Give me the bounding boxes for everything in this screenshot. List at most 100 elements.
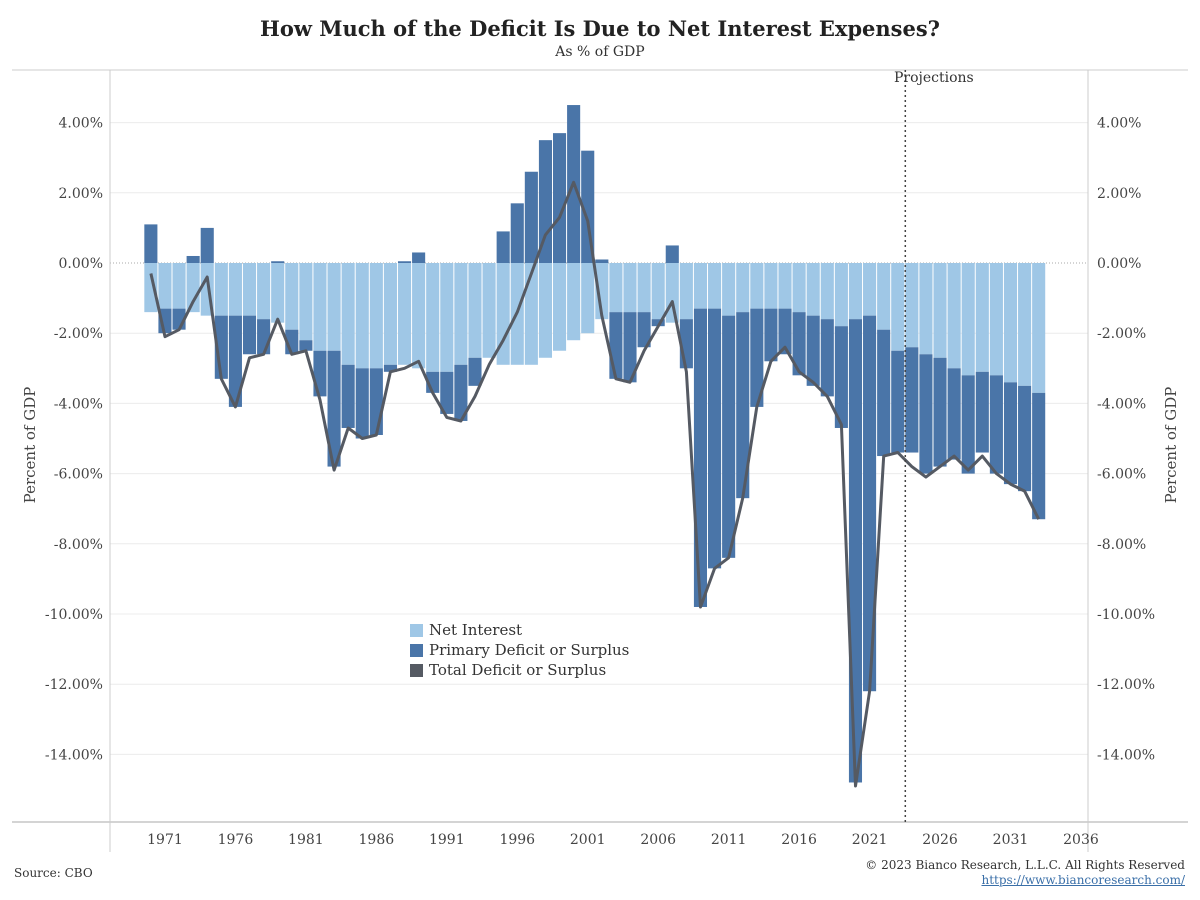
y-tick-label-right: -2.00% (1097, 326, 1146, 342)
bar-primary (609, 312, 623, 379)
bar-primary (975, 371, 989, 453)
bar-net-interest (877, 263, 891, 330)
line-total-deficit (149, 180, 1041, 788)
bar-net-interest (961, 263, 975, 376)
legend-label-net-interest: Net Interest (429, 621, 523, 639)
bar-net-interest (524, 263, 538, 365)
total-line-group (149, 180, 1041, 788)
bar-primary (905, 347, 919, 453)
y-tick-label-left: -10.00% (45, 607, 103, 623)
bar-net-interest (299, 263, 313, 341)
bar-net-interest (397, 263, 412, 365)
legend-swatch-net-interest (410, 623, 423, 637)
bar-net-interest (764, 263, 778, 309)
bar-net-interest (848, 263, 863, 320)
bar-net-interest (144, 263, 158, 313)
bar-primary (1018, 385, 1032, 492)
bar-primary (440, 371, 454, 414)
x-axis-ticks: 1971 1976 1981 1986 1991 1996 2001 2006 2011 2016… (147, 832, 1099, 848)
x-tick-label: 1971 (147, 832, 183, 848)
bar-primary (848, 319, 863, 783)
y-axis-right-ticks: 4.00% 2.00% 0.00% -2.00% -4.00% -6.00% -8.00% -… (1097, 116, 1155, 764)
bar-net-interest (891, 263, 905, 351)
bar-primary (496, 231, 510, 263)
x-tick-label: 2031 (993, 832, 1029, 848)
y-tick-label-left: 0.00% (59, 256, 103, 272)
y-tick-label-left: -2.00% (54, 326, 103, 342)
legend-item-total: Total Deficit or Surplus (410, 660, 629, 680)
x-tick-label: 2016 (781, 832, 817, 848)
legend-item-primary: Primary Deficit or Surplus (410, 640, 629, 660)
bar-net-interest (257, 263, 271, 320)
bar-net-interest (722, 263, 736, 316)
x-tick-label: 2006 (640, 832, 676, 848)
bar-primary (186, 255, 200, 263)
bar-primary (834, 326, 848, 428)
bar-primary (383, 364, 397, 372)
bar-net-interest (623, 263, 637, 313)
bar-net-interest (693, 263, 708, 309)
bar-primary (665, 245, 679, 263)
bar-net-interest (919, 263, 933, 355)
bar-primary (341, 364, 355, 428)
bar-net-interest (651, 263, 665, 320)
y-tick-label-left: -6.00% (54, 467, 103, 483)
y-tick-label-left: -14.00% (45, 747, 103, 763)
bar-net-interest (158, 263, 172, 309)
bar-primary (750, 308, 764, 407)
bar-net-interest (327, 263, 341, 351)
bar-primary (228, 315, 242, 407)
bar-primary (313, 350, 327, 397)
bar-primary (355, 368, 369, 439)
bar-primary (524, 171, 538, 263)
bar-primary (933, 357, 947, 467)
x-tick-label: 2001 (570, 832, 606, 848)
bar-net-interest (637, 263, 651, 313)
bar-net-interest (482, 263, 496, 358)
y-tick-label-right: -4.00% (1097, 396, 1146, 412)
legend-label-primary: Primary Deficit or Surplus (429, 641, 630, 659)
y-tick-label-right: -14.00% (1097, 747, 1155, 763)
bar-net-interest (1032, 263, 1046, 393)
legend-swatch-total (410, 663, 423, 677)
y-axis-left-ticks: 4.00% 2.00% 0.00% -2.00% -4.00% -6.00% -8.00% -… (45, 116, 103, 764)
website-link[interactable]: https://www.biancoresearch.com/ (981, 873, 1185, 887)
y-axis-label-right: Percent of GDP (1162, 387, 1180, 504)
bar-primary (454, 364, 468, 421)
projections-label: Projections (894, 70, 974, 86)
bar-primary (736, 312, 750, 499)
bar-net-interest (609, 263, 623, 313)
bar-primary (651, 319, 665, 327)
bar-primary (257, 319, 271, 355)
bar-net-interest (567, 263, 581, 341)
bar-net-interest (792, 263, 806, 313)
x-tick-label: 1991 (429, 832, 465, 848)
bar-primary (722, 315, 736, 558)
bar-net-interest (750, 263, 764, 309)
bar-net-interest (214, 263, 228, 316)
bar-net-interest (679, 263, 693, 320)
x-tick-label: 1976 (218, 832, 254, 848)
legend-swatch-primary (410, 643, 423, 657)
bar-net-interest (412, 263, 426, 369)
x-tick-label: 2026 (922, 832, 958, 848)
bar-primary (327, 350, 341, 467)
bar-net-interest (242, 263, 257, 316)
bar-net-interest (271, 263, 285, 323)
y-tick-label-right: -8.00% (1097, 537, 1146, 553)
bar-net-interest (989, 263, 1003, 376)
bar-net-interest (313, 263, 327, 351)
bar-primary (271, 261, 285, 263)
bar-primary (792, 312, 806, 376)
bar-net-interest (186, 263, 200, 313)
y-tick-label-right: -6.00% (1097, 467, 1146, 483)
chart-frame (12, 69, 1188, 852)
bar-net-interest (975, 263, 989, 372)
y-tick-label-left: 4.00% (59, 116, 103, 132)
bar-net-interest (933, 263, 947, 358)
bar-net-interest (355, 263, 369, 369)
bar-net-interest (496, 263, 510, 365)
bar-primary (200, 227, 214, 263)
bar-primary (595, 259, 609, 263)
bar-net-interest (581, 263, 595, 334)
